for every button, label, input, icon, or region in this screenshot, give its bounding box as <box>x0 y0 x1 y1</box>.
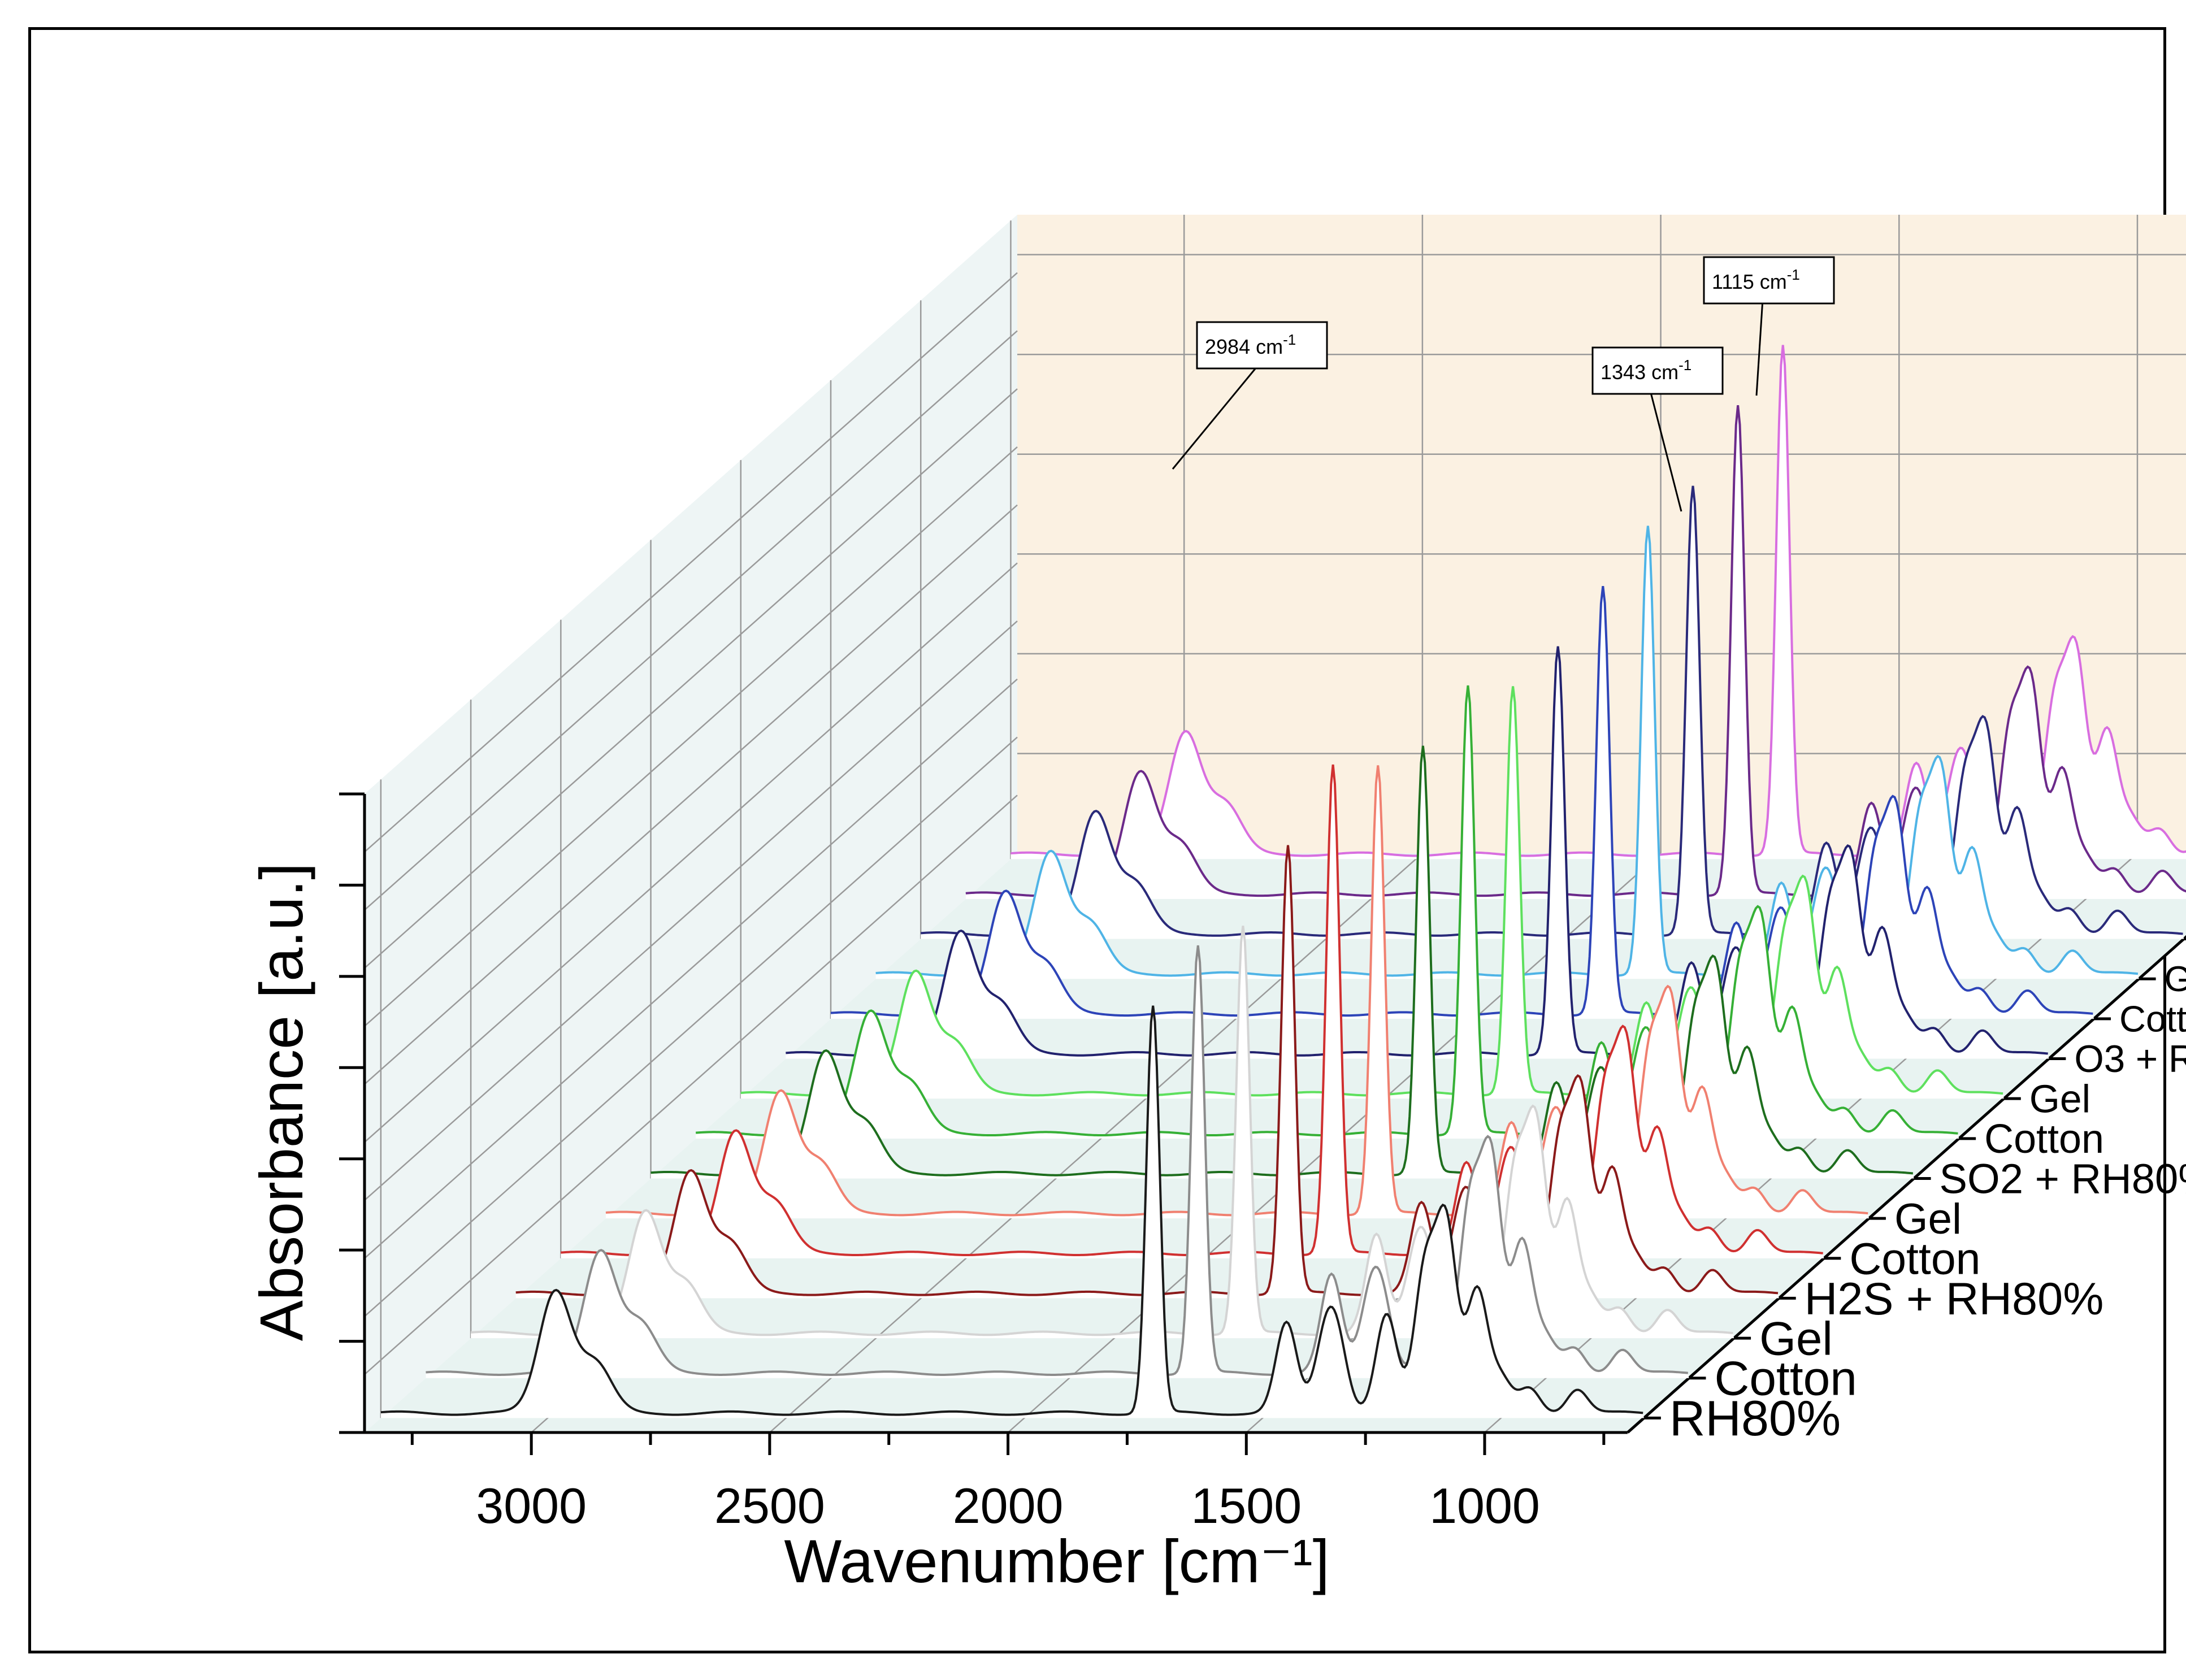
annotation-label: 1343 cm-1 <box>1601 357 1691 384</box>
annotation-box <box>1196 321 1328 370</box>
series-axis-label: H2S + RH80% <box>1805 1274 2104 1325</box>
spectrum-fill <box>471 926 1734 1339</box>
annotation-label: 2984 cm-1 <box>1205 331 1296 358</box>
spectrum-fill <box>786 646 2049 1059</box>
spectrum-line <box>380 1005 1643 1416</box>
back-wall-plane <box>1017 215 2186 853</box>
spectrum-line <box>426 945 1688 1376</box>
chart-series-group <box>380 345 2186 1418</box>
annotation-leader <box>1755 303 1763 396</box>
series-axis-label: Gel <box>1759 1312 1833 1365</box>
side-wall-gridline <box>364 272 1018 853</box>
spectrum-fill <box>965 405 2186 899</box>
side-wall-gridline <box>364 388 1018 969</box>
side-wall-gridline <box>364 795 1018 1375</box>
series-axis-label: Cotton <box>1849 1234 1980 1283</box>
side-wall-gridline <box>364 446 1018 1027</box>
chart-tick-labels: 3000 2500 2000 1500 1000 <box>476 1478 1540 1534</box>
spectrum-fill <box>380 1005 1644 1418</box>
series-axis-label: Gel <box>1894 1195 1962 1243</box>
side-wall-gridline <box>364 504 1018 1085</box>
side-wall-gridline <box>364 678 1018 1259</box>
y-axis-title: Absorbance [a.u.] <box>247 863 315 1342</box>
side-wall-gridline <box>364 330 1018 911</box>
annotation-label: 1115 cm-1 <box>1712 266 1800 293</box>
series-axis-label: SO2 + RH80% <box>1940 1155 2186 1202</box>
side-wall-plane <box>365 215 1017 1432</box>
annotation-box <box>1703 256 1835 305</box>
series-axis-label: Cotton <box>1714 1352 1857 1406</box>
x-tick-label: 2000 <box>953 1478 1064 1534</box>
series-axis-label: O3 + RH80% <box>2074 1038 2186 1080</box>
x-axis-title: Wavenumber [cm⁻¹] <box>784 1527 1329 1595</box>
side-wall-gridline <box>364 736 1018 1317</box>
annotation-leader <box>1172 368 1256 470</box>
side-wall-gridline <box>364 562 1018 1143</box>
chart-annotations: 2984 cm-1 1343 cm-1 1115 cm-1 <box>1172 256 1835 512</box>
x-tick-label: 2500 <box>714 1478 825 1534</box>
x-tick-label: 3000 <box>476 1478 587 1534</box>
series-axis-label: Cotton <box>1984 1117 2104 1162</box>
z-axis-line <box>1627 935 2186 1434</box>
x-tick-label: 1500 <box>1191 1478 1302 1534</box>
chart-axes <box>339 792 2186 1455</box>
series-axis-label: Cotton <box>2119 999 2186 1040</box>
series-axis-label: RH80% <box>1669 1390 1841 1446</box>
series-axis-label: Gel <box>2029 1077 2090 1121</box>
spectrum-line <box>470 926 1733 1336</box>
annotation-box <box>1591 346 1724 395</box>
series-axis-label: Gel <box>2165 960 2186 999</box>
x-tick-label: 1000 <box>1429 1478 1540 1534</box>
side-wall-gridline <box>364 620 1018 1201</box>
annotation-leader <box>1650 393 1682 512</box>
spectrum-fill <box>740 686 2004 1099</box>
